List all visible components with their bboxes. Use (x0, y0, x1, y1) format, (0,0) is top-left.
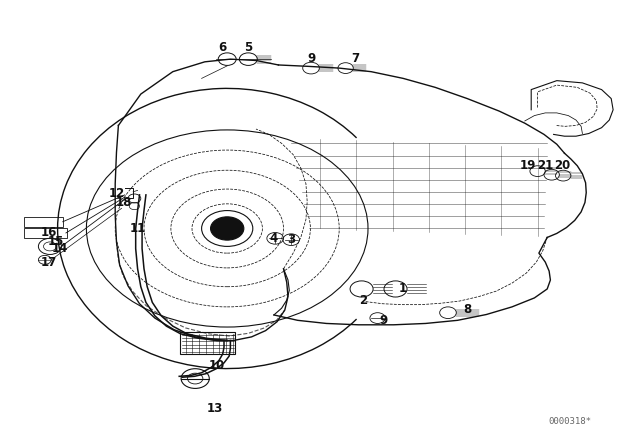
Text: 3: 3 (287, 233, 295, 246)
Text: 8: 8 (463, 302, 471, 316)
Text: 16: 16 (40, 226, 57, 240)
Text: 14: 14 (51, 242, 68, 255)
Text: 20: 20 (554, 159, 570, 172)
Text: 10: 10 (208, 358, 225, 372)
Text: 13: 13 (206, 402, 223, 415)
Text: 1: 1 (399, 282, 407, 296)
Bar (180, 332, 235, 354)
Text: 17: 17 (40, 255, 57, 269)
Text: 4: 4 (270, 232, 278, 245)
Text: 9: 9 (307, 52, 315, 65)
Text: 6: 6 (219, 40, 227, 54)
Circle shape (211, 217, 244, 240)
Text: 19: 19 (520, 159, 536, 172)
Text: 15: 15 (47, 234, 64, 248)
Text: 9: 9 (380, 314, 388, 327)
Text: 21: 21 (537, 159, 554, 172)
Text: 18: 18 (115, 196, 132, 209)
Text: 0000318*: 0000318* (548, 417, 591, 426)
Text: 2: 2 (360, 293, 367, 307)
Text: 7: 7 (351, 52, 359, 65)
Text: 11: 11 (129, 222, 146, 235)
Text: 12: 12 (109, 187, 125, 200)
Text: 5: 5 (244, 40, 252, 54)
